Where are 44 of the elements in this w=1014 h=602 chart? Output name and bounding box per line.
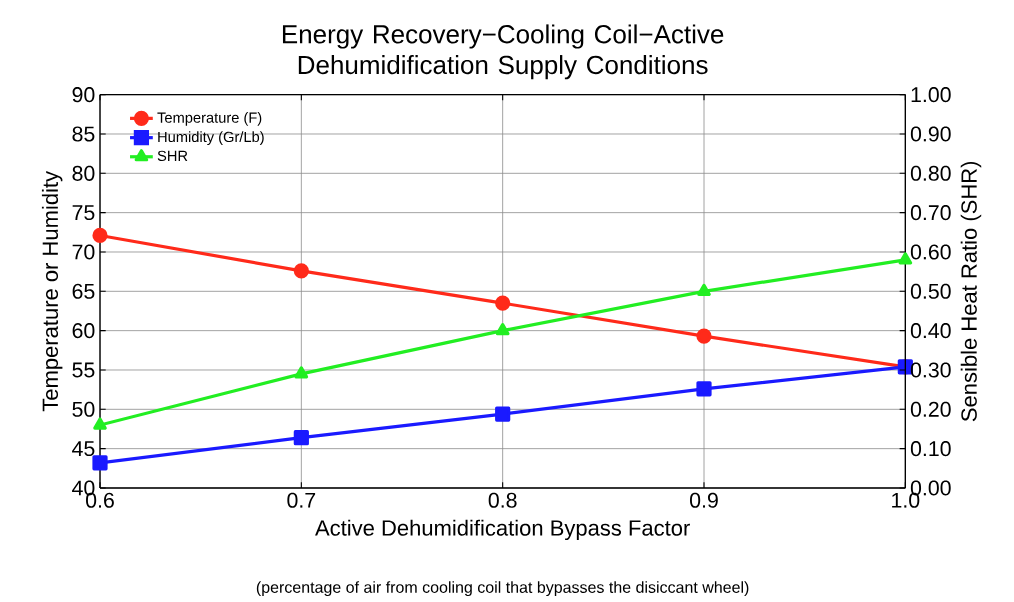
y2-tick-label: 0.20 bbox=[910, 401, 951, 417]
chart-title: Energy Recovery−Cooling Coil−Active Dehumidification Supply Conditions bbox=[282, 24, 724, 80]
y-tick-label: 70 bbox=[72, 244, 95, 260]
y2-tick-label: 1.00 bbox=[911, 87, 951, 103]
y-tick-label: 55 bbox=[72, 362, 95, 378]
y2-tick-label: 0.80 bbox=[910, 165, 951, 181]
legend-label: Humidity (Gr/Lb) bbox=[158, 131, 264, 146]
y-tick-label: 65 bbox=[72, 283, 95, 299]
x-tick-label: 0.7 bbox=[287, 492, 316, 508]
y2-tick-label: 0.50 bbox=[910, 283, 951, 299]
point bbox=[294, 366, 309, 379]
legend-label: SHR bbox=[157, 150, 188, 162]
point bbox=[696, 381, 712, 397]
x-axis-title: Active Dehumidification Bypass Factor bbox=[315, 519, 690, 541]
y-tick-label: 85 bbox=[72, 126, 95, 142]
point bbox=[495, 406, 511, 422]
y-tick-label: 80 bbox=[72, 165, 95, 181]
point bbox=[92, 455, 108, 471]
point bbox=[495, 295, 511, 311]
y-tick-label: 50 bbox=[72, 401, 95, 417]
y2-tick-label: 0.40 bbox=[910, 323, 951, 339]
point bbox=[293, 263, 309, 279]
y2-tick-label: 0.90 bbox=[910, 126, 951, 142]
point bbox=[92, 227, 108, 244]
y2-tick-label: 0.10 bbox=[910, 441, 951, 457]
point bbox=[495, 323, 510, 336]
y2-tick-label: 0.70 bbox=[910, 205, 951, 221]
point bbox=[697, 283, 711, 296]
y-tick-label: 75 bbox=[72, 205, 95, 221]
y-tick-label: 90 bbox=[72, 87, 95, 103]
point bbox=[696, 328, 712, 344]
x-tick-label: 0.9 bbox=[690, 492, 718, 508]
y2-axis-title: Sensible Heat Ratio (SHR) bbox=[960, 161, 982, 422]
y-tick-label: 60 bbox=[72, 323, 95, 339]
y-tick-label: 45 bbox=[72, 441, 95, 457]
point bbox=[93, 417, 107, 430]
y2-tick-label: 0.60 bbox=[910, 244, 951, 260]
y2-tick-label: 0.30 bbox=[910, 362, 951, 378]
y-axis-title: Temperature or Humidity bbox=[41, 170, 63, 412]
point bbox=[293, 430, 309, 446]
legend-label: Temperature (F) bbox=[157, 112, 262, 126]
point bbox=[898, 252, 913, 265]
x-tick-label: 0.8 bbox=[488, 492, 517, 508]
text: (percentage of air from cooling coil that bypasses the disiccant wheel) bbox=[256, 581, 749, 597]
